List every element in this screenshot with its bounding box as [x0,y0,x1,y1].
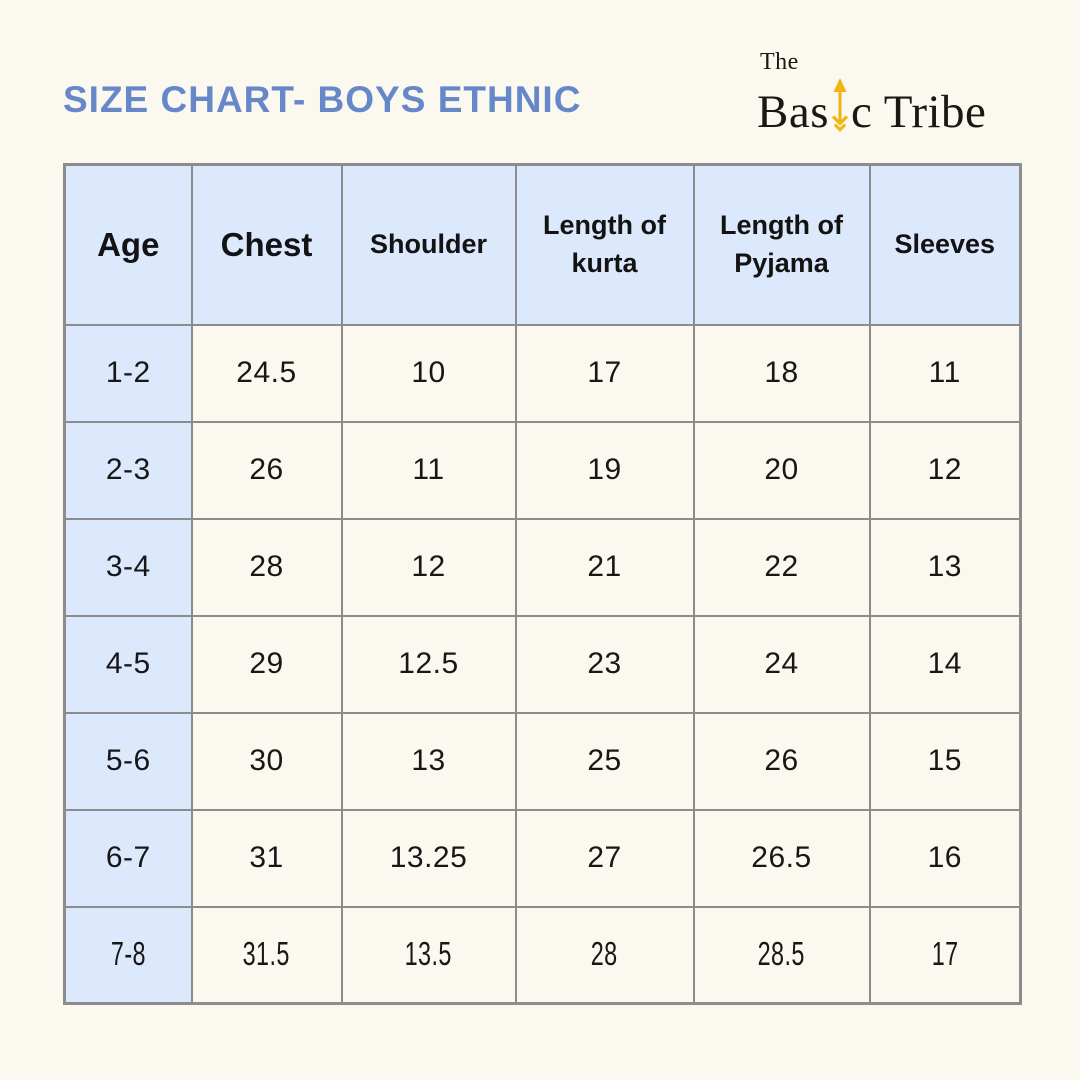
page-title: SIZE CHART- BOYS ETHNIC [63,79,582,120]
header-sleeves: Sleeves [868,163,1022,326]
data-cell: 30 [190,711,343,811]
data-cell: 13 [340,711,517,811]
data-cell: 28 [190,517,343,617]
data-cell: 27 [514,808,695,908]
data-cell: 26.5 [692,808,871,908]
data-cell: 16 [868,808,1022,908]
age-cell: 4-5 [63,614,193,714]
data-cell: 20 [692,420,871,520]
cell-value: 13.5 [404,935,453,973]
brand-logo: The Bas c Tribe [757,50,986,136]
data-cell: 19 [514,420,695,520]
age-cell: 3-4 [63,517,193,617]
age-cell: 5-6 [63,711,193,811]
table-row-3-4: 3-4 28 12 21 22 13 [63,517,1022,617]
data-cell: 22 [692,517,871,617]
data-cell: 12 [340,517,517,617]
data-cell: 13.5 [340,905,517,1005]
header-length-of-kurta: Length of kurta [514,163,695,326]
logo-text-bas: Bas [757,86,829,138]
age-cell: 7-8 [63,905,193,1005]
data-cell: 28.5 [692,905,871,1005]
data-cell: 13.25 [340,808,517,908]
data-cell: 31.5 [190,905,343,1005]
table-row-6-7: 6-7 31 13.25 27 26.5 16 [63,808,1022,908]
data-cell: 15 [868,711,1022,811]
table-row-2-3: 2-3 26 11 19 20 12 [63,420,1022,520]
data-cell: 25 [514,711,695,811]
data-cell: 14 [868,614,1022,714]
data-cell: 17 [868,905,1022,1005]
data-cell: 17 [514,323,695,423]
header-row: Age Chest Shoulder Length of kurta Lengt… [63,163,1022,326]
cell-value: 17 [931,935,959,973]
data-cell: 24.5 [190,323,343,423]
table-row-1-2: 1-2 24.5 10 17 18 11 [63,323,1022,423]
logo-wordmark: Bas c Tribe [757,78,986,136]
data-cell: 11 [868,323,1022,423]
up-arrow-icon [831,78,849,132]
data-cell: 18 [692,323,871,423]
data-cell: 12 [868,420,1022,520]
data-cell: 24 [692,614,871,714]
data-cell: 28 [514,905,695,1005]
cell-value: 28.5 [757,935,806,973]
data-cell: 26 [692,711,871,811]
data-cell: 10 [340,323,517,423]
data-cell: 26 [190,420,343,520]
logo-text-ctribe: c Tribe [851,86,987,138]
table-row-5-6: 5-6 30 13 25 26 15 [63,711,1022,811]
data-cell: 11 [340,420,517,520]
data-cell: 29 [190,614,343,714]
data-cell: 31 [190,808,343,908]
age-cell: 1-2 [63,323,193,423]
table-row-7-8: 7-8 31.5 13.5 28 28.5 17 [63,905,1022,1005]
cell-value: 28 [591,935,618,973]
age-cell: 2-3 [63,420,193,520]
table-row-4-5: 4-5 29 12.5 23 24 14 [63,614,1022,714]
data-cell: 13 [868,517,1022,617]
age-cell: 6-7 [63,808,193,908]
logo-the-text: The [760,49,799,75]
header-age: Age [63,163,193,326]
cell-value: 31.5 [242,935,291,973]
data-cell: 12.5 [340,614,517,714]
header-length-of-pyjama: Length of Pyjama [692,163,871,326]
header-chest: Chest [190,163,343,326]
header-shoulder: Shoulder [340,163,517,326]
size-chart-table: Age Chest Shoulder Length of kurta Lengt… [63,163,1022,1005]
data-cell: 23 [514,614,695,714]
data-cell: 21 [514,517,695,617]
cell-value: 7-8 [110,935,146,973]
